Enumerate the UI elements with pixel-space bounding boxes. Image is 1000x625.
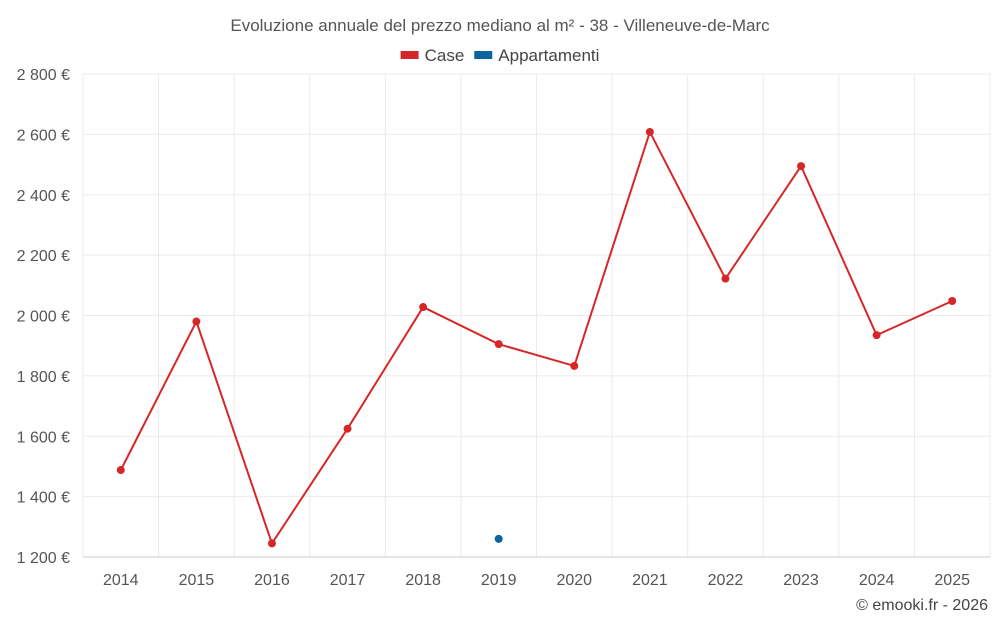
data-point-case[interactable]	[116, 466, 125, 475]
y-axis: 1 200 € 1 400 € 1 600 € 1 800 € 2 000 € 2 200…	[17, 67, 70, 567]
chart-title: Evoluzione annuale del prezzo mediano al…	[230, 16, 770, 35]
x-tick-label: 2023	[783, 572, 819, 589]
y-tick-label: 2 000 €	[17, 309, 70, 326]
data-point-case[interactable]	[267, 539, 276, 548]
data-point-appartamenti[interactable]	[494, 534, 503, 543]
x-tick-label: 2024	[859, 572, 895, 589]
legend-label: Appartamenti	[498, 46, 599, 65]
legend-item-appartamenti[interactable]: Appartamenti	[474, 46, 599, 65]
data-point-case[interactable]	[343, 424, 352, 433]
x-tick-label: 2022	[708, 572, 744, 589]
x-tick-label: 2020	[556, 572, 592, 589]
x-tick-label: 2015	[179, 572, 215, 589]
data-point-case[interactable]	[192, 317, 201, 326]
x-tick-label: 2019	[481, 572, 517, 589]
x-tick-label: 2016	[254, 572, 290, 589]
series-line-case	[119, 129, 953, 546]
x-tick-label: 2017	[330, 572, 366, 589]
data-point-case[interactable]	[872, 331, 881, 340]
data-point-case[interactable]	[797, 162, 806, 171]
y-tick-label: 1 600 €	[17, 429, 70, 446]
legend: Case Appartamenti	[400, 46, 599, 65]
gridlines	[82, 73, 991, 557]
data-point-case[interactable]	[494, 340, 503, 349]
series-layer	[116, 127, 957, 548]
y-tick-label: 1 200 €	[17, 550, 70, 567]
x-tick-label: 2014	[103, 572, 139, 589]
credit-text: © emooki.fr - 2026	[856, 597, 988, 614]
legend-swatch	[400, 51, 419, 59]
data-point-case[interactable]	[570, 361, 579, 370]
data-point-case[interactable]	[948, 297, 957, 306]
y-tick-label: 2 600 €	[17, 127, 70, 144]
x-axis: 2014 2015 2016 2017 2018 2019 2020 2021 2022 2023…	[83, 556, 990, 589]
y-tick-label: 2 800 €	[17, 67, 70, 84]
x-tick-label: 2018	[405, 572, 441, 589]
y-tick-label: 1 800 €	[17, 369, 70, 386]
legend-item-case[interactable]: Case	[400, 46, 465, 65]
x-tick-label: 2025	[934, 572, 970, 589]
data-point-case[interactable]	[419, 303, 428, 312]
y-tick-label: 2 400 €	[17, 188, 70, 205]
data-point-case[interactable]	[645, 127, 654, 136]
x-tick-label: 2021	[632, 572, 668, 589]
legend-label: Case	[425, 46, 465, 65]
y-tick-label: 1 400 €	[17, 490, 70, 507]
y-tick-label: 2 200 €	[17, 248, 70, 265]
legend-swatch	[474, 51, 493, 59]
data-point-case[interactable]	[721, 274, 730, 283]
